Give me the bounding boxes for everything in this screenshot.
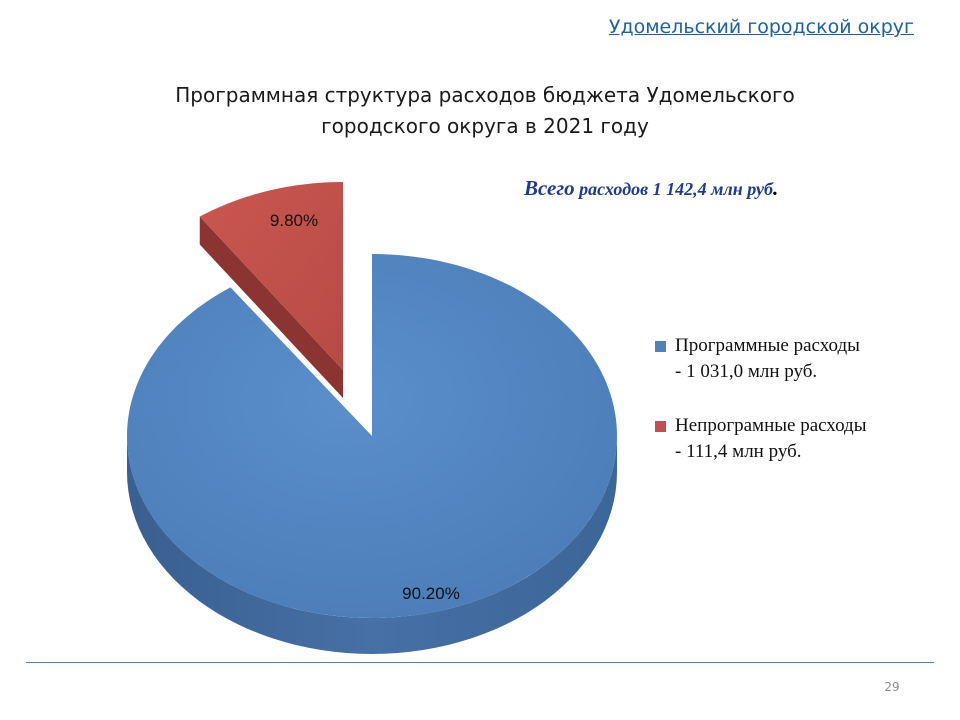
slide-title: Программная структура расходов бюджета У… xyxy=(140,80,830,142)
page-number: 29 xyxy=(884,680,900,694)
slide-title-line-1: Программная структура расходов бюджета У… xyxy=(175,83,795,107)
slide-title-line-2: городского округа в 2021 году xyxy=(321,114,649,138)
legend-item-non-programmatic: Непрограмные расходы - 111,4 млн руб. xyxy=(655,413,866,465)
legend-label-programmatic: Программные расходы xyxy=(675,335,860,356)
slice-programmatic xyxy=(127,254,617,618)
org-title-link[interactable]: Удомельский городской округ xyxy=(608,16,914,38)
total-expenses-caption: Всего расходов 1 142,4 млн руб. xyxy=(524,176,778,201)
legend-amount-programmatic: - 1 031,0 млн руб. xyxy=(675,361,818,382)
legend-amount-non-programmatic: - 111,4 млн руб. xyxy=(675,441,802,462)
data-label-non-programmatic: 9.80% xyxy=(270,211,318,230)
chart-legend: Программные расходы - 1 031,0 млн руб. Н… xyxy=(655,333,866,493)
total-rest: расходов 1 142,4 млн руб xyxy=(574,179,773,199)
data-label-programmatic: 90.20% xyxy=(402,584,460,603)
legend-item-programmatic: Программные расходы - 1 031,0 млн руб. xyxy=(655,333,866,385)
slice-wall-non-programmatic xyxy=(199,216,343,398)
legend-swatch-non-programmatic xyxy=(655,421,666,432)
slice-non-programmatic xyxy=(199,182,343,370)
legend-swatch-programmatic xyxy=(655,341,666,352)
footer-divider xyxy=(26,662,934,663)
legend-label-non-programmatic: Непрограмные расходы xyxy=(675,415,867,436)
total-dot: . xyxy=(772,176,779,200)
total-lead: Всего xyxy=(524,176,575,200)
pie-data-labels: 90.20% 9.80% xyxy=(270,211,460,603)
slice-side-programmatic xyxy=(127,436,617,654)
pie-slices xyxy=(127,182,617,654)
